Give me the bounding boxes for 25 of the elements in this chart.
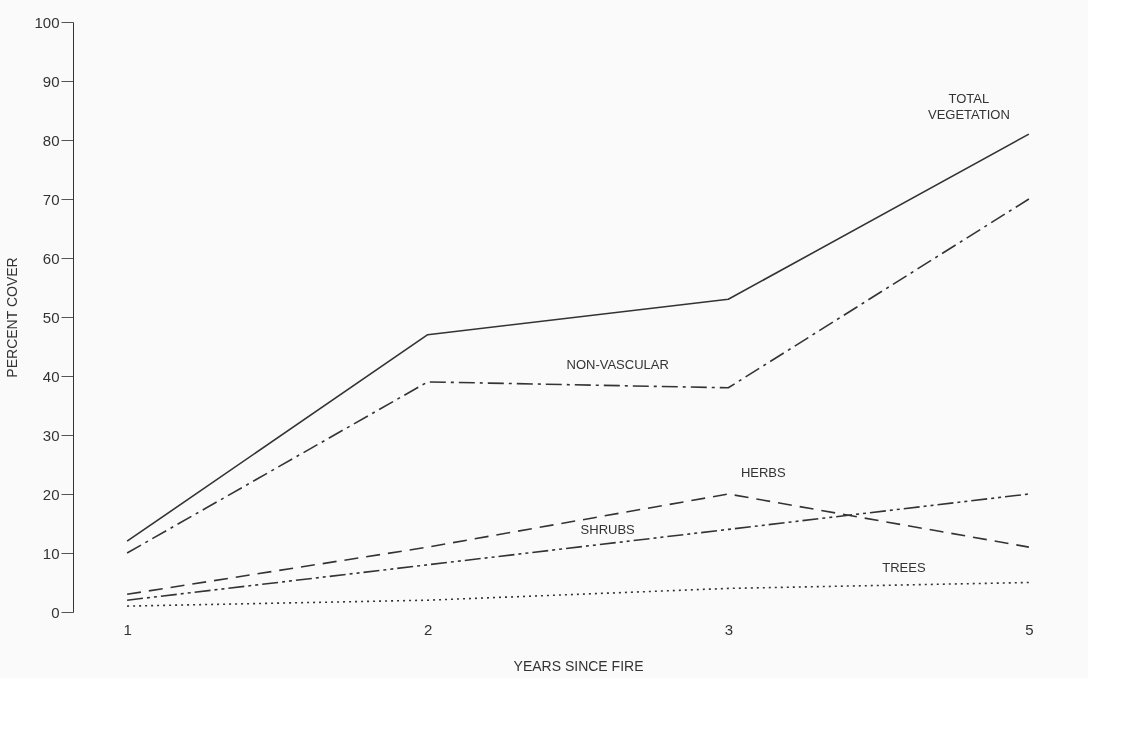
x-axis-title: YEARS SINCE FIRE	[513, 657, 644, 674]
y-tick-label: 40	[42, 367, 60, 385]
series-label: TOTAL VEGETATION	[927, 91, 1010, 123]
x-tick-label: 1	[123, 620, 132, 638]
line-series	[126, 581, 1030, 607]
series-label: HERBS	[740, 465, 787, 480]
x-tick-label: 2	[424, 620, 433, 638]
y-tick-label: 30	[42, 426, 60, 444]
x-tick-label: 3	[724, 620, 733, 638]
y-tick-label: 60	[42, 249, 60, 267]
y-axis-title: PERCENT COVER	[4, 257, 21, 378]
y-tick-label: 0	[51, 603, 60, 621]
y-tick-label: 10	[42, 544, 60, 562]
y-tick-label: 20	[42, 485, 60, 503]
series-label: NON-VASCULAR	[566, 356, 669, 372]
y-tick-label: 80	[42, 131, 60, 149]
line-series	[126, 133, 1030, 542]
y-tick-label: 50	[42, 308, 60, 326]
y-tick-label: 70	[42, 190, 60, 208]
line-series	[126, 198, 1030, 554]
y-tick-label: 90	[42, 72, 60, 90]
y-tick-label: 100	[34, 13, 60, 31]
x-tick-label: 5	[1025, 620, 1034, 638]
series-label: SHRUBS	[580, 521, 636, 537]
series-label: TREES	[882, 559, 926, 575]
